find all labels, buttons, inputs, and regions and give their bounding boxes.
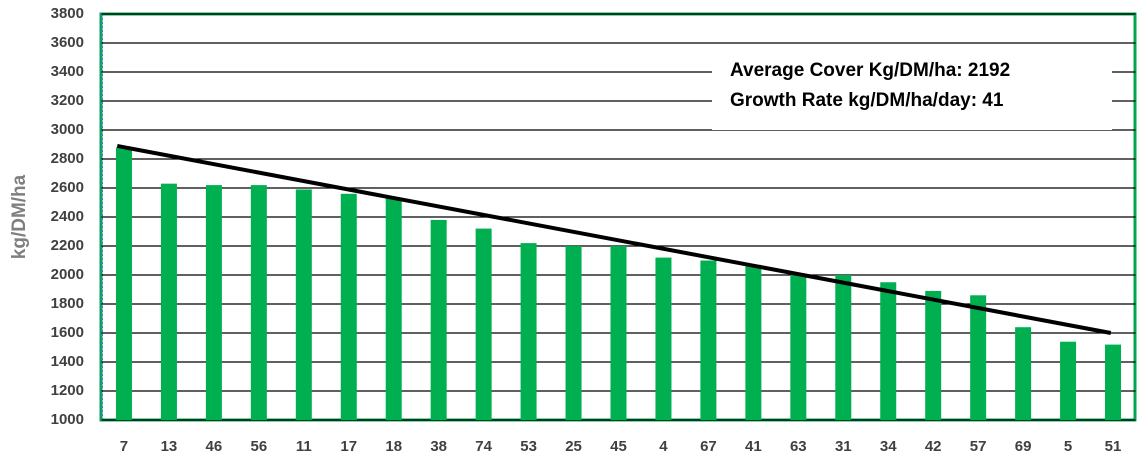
bar — [475, 228, 492, 420]
marks — [115, 147, 1122, 420]
x-tick-label: 42 — [925, 438, 942, 455]
x-tick-label: 5 — [1064, 438, 1072, 455]
annotation-box — [712, 44, 1112, 130]
x-tick-label: 4 — [659, 438, 668, 455]
x-tick-label: 53 — [520, 438, 537, 455]
bar — [565, 246, 582, 420]
bar — [1105, 344, 1122, 420]
bar — [925, 290, 942, 420]
x-tick-label: 25 — [565, 438, 582, 455]
y-tick-label: 3400 — [51, 63, 84, 80]
y-tick-label: 1400 — [51, 353, 84, 370]
x-tick-label: 63 — [790, 438, 807, 455]
bar — [700, 260, 717, 420]
x-tick-label: 31 — [835, 438, 852, 455]
x-tick-label: 18 — [385, 438, 402, 455]
annotation: Growth Rate kg/DM/ha/day: 41 — [730, 90, 1004, 111]
x-tick-label: 11 — [296, 438, 312, 455]
bar — [385, 198, 402, 420]
bar — [745, 264, 762, 420]
trend-line — [116, 143, 1112, 335]
bar — [520, 243, 537, 420]
y-tick-label: 3000 — [51, 121, 84, 138]
annotation: Average Cover Kg/DM/ha: 2192 — [730, 60, 1010, 81]
x-tick-label: 7 — [120, 438, 128, 455]
bar — [880, 282, 897, 420]
bar — [655, 257, 672, 420]
y-tick-label: 2200 — [51, 237, 84, 254]
bar — [835, 275, 852, 420]
x-tick-label: 56 — [251, 438, 268, 455]
bar — [970, 295, 987, 420]
y-tick-label: 2400 — [51, 208, 84, 225]
bar — [340, 193, 357, 420]
bar — [250, 185, 267, 420]
bar — [205, 185, 222, 420]
x-tick-label: 45 — [610, 438, 627, 455]
y-tick-label: 3800 — [51, 5, 84, 22]
y-tick-label: 1000 — [51, 411, 84, 428]
grid — [101, 13, 1136, 421]
y-tick-label: 1200 — [51, 382, 84, 399]
y-tick-label: 2600 — [51, 179, 84, 196]
x-tick-label: 41 — [745, 438, 762, 455]
y-tick-label: 3600 — [51, 34, 84, 51]
x-tick-label: 38 — [430, 438, 447, 455]
y-tick-label: 1800 — [51, 295, 84, 312]
x-tick-label: 51 — [1105, 438, 1122, 455]
x-tick-label: 34 — [880, 438, 897, 455]
bar — [1015, 327, 1032, 420]
bar — [160, 183, 177, 420]
bar — [610, 246, 627, 420]
bar — [1060, 341, 1077, 420]
y-axis-label: kg/DM/ha — [9, 174, 30, 259]
y-tick-label: 3200 — [51, 92, 84, 109]
y-tick-label: 2800 — [51, 150, 84, 167]
bar — [430, 219, 447, 420]
x-tick-label: 57 — [970, 438, 987, 455]
x-tick-label: 69 — [1015, 438, 1032, 455]
bar — [790, 273, 807, 420]
bar — [295, 189, 312, 420]
x-tick-label: 13 — [161, 438, 178, 455]
y-tick-label: 1600 — [51, 324, 84, 341]
y-tick-label: 2000 — [51, 266, 84, 283]
x-tick-label: 46 — [206, 438, 223, 455]
x-tick-label: 17 — [340, 438, 357, 455]
x-tick-label: 74 — [475, 438, 492, 455]
bar — [115, 147, 132, 420]
x-tick-label: 67 — [700, 438, 717, 455]
